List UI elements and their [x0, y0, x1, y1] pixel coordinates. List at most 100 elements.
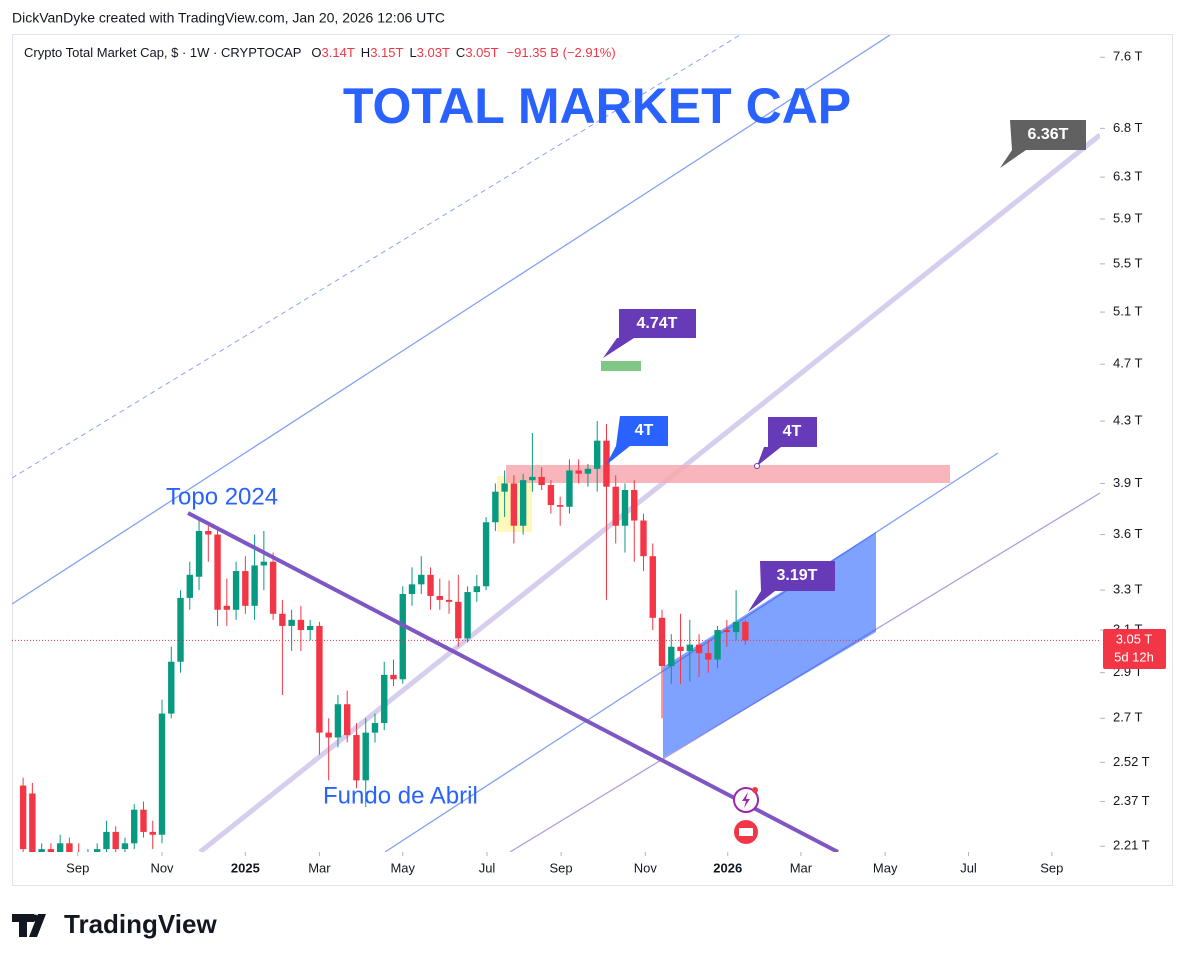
- candle-body: [714, 630, 721, 660]
- legend-change: −91.35 B (−2.91%): [507, 45, 616, 60]
- candle-body: [529, 476, 536, 481]
- callout-label: 4T: [783, 423, 802, 440]
- candle-body: [260, 561, 268, 566]
- legend-value: 3.05T: [465, 45, 498, 60]
- candle-body: [279, 613, 286, 626]
- y-tick-label: 4.3 T: [1113, 412, 1142, 427]
- candle-body: [668, 646, 675, 667]
- price-label-countdown: 5d 12h: [1114, 649, 1154, 664]
- legend-key: C: [456, 45, 465, 60]
- candle-body: [158, 713, 166, 835]
- candle-body: [186, 574, 193, 598]
- resistance-zone: [506, 465, 950, 483]
- candle-body: [464, 592, 471, 639]
- candle-body: [242, 571, 249, 606]
- candle-body: [140, 809, 147, 832]
- candle-body: [371, 723, 379, 733]
- y-tick-label: 3.6 T: [1113, 526, 1142, 541]
- candle-body: [316, 625, 323, 733]
- candle-body: [640, 520, 647, 557]
- price-label-value: 3.05 T: [1116, 631, 1153, 646]
- candle-body: [353, 735, 360, 781]
- event-icons: [733, 787, 759, 844]
- legend-key: O: [311, 45, 321, 60]
- candle-body: [612, 486, 619, 526]
- candle-body: [112, 831, 119, 850]
- candle-body: [29, 793, 36, 852]
- y-tick-label: 5.1 T: [1113, 304, 1142, 319]
- callout: 6.36T: [1000, 120, 1086, 168]
- candle-body: [362, 732, 369, 781]
- x-tick-label: Mar: [308, 860, 331, 875]
- candle-body: [427, 574, 434, 596]
- chart-title: TOTAL MARKET CAP: [343, 78, 851, 134]
- y-tick-label: 5.9 T: [1113, 210, 1142, 225]
- candle-body: [131, 809, 138, 844]
- y-tick-label: 7.6 T: [1113, 49, 1142, 64]
- legend-value: 3.15T: [370, 45, 403, 60]
- y-tick-label: 4.7 T: [1113, 356, 1142, 371]
- candle-body: [399, 594, 406, 680]
- candle-body: [214, 534, 221, 610]
- candle-body: [445, 599, 453, 602]
- callout: 4T: [754, 417, 817, 469]
- candle-body: [575, 470, 582, 474]
- candle-body: [251, 565, 258, 606]
- candle-body: [705, 653, 712, 660]
- legend-key: H: [361, 45, 370, 60]
- trend-line: [12, 35, 741, 479]
- x-tick-label: Nov: [150, 860, 174, 875]
- candle-body: [56, 843, 64, 852]
- y-tick-label: 3.3 T: [1113, 582, 1142, 597]
- candle-body: [473, 586, 481, 593]
- candle-body: [621, 490, 629, 526]
- candle-body: [103, 831, 110, 850]
- y-tick-label: 5.5 T: [1113, 255, 1142, 270]
- candle-body: [658, 617, 666, 667]
- x-tick-label: 2025: [231, 860, 260, 875]
- candle-body: [594, 440, 601, 469]
- candle-body: [177, 597, 184, 662]
- candle-body: [19, 785, 27, 850]
- downtrend-line: [187, 511, 839, 852]
- candle-body: [742, 621, 749, 641]
- annotation: Topo 2024: [166, 483, 278, 510]
- candle-body: [121, 843, 129, 850]
- y-tick-label: 6.8 T: [1113, 120, 1142, 135]
- candle-body: [631, 490, 638, 521]
- x-tick-label: May: [873, 860, 898, 875]
- candle-body: [584, 468, 592, 474]
- candle-body: [334, 704, 342, 738]
- legend: Crypto Total Market Cap, $ · 1W · CRYPTO…: [24, 45, 616, 60]
- candle-body: [723, 630, 731, 633]
- candle-body: [408, 584, 416, 595]
- callout-label: 6.36T: [1028, 126, 1069, 143]
- candle-body: [343, 704, 351, 736]
- x-tick-label: Mar: [790, 860, 813, 875]
- symbol: Crypto Total Market Cap, $ · 1W · CRYPTO…: [24, 45, 301, 60]
- candle-body: [556, 505, 564, 507]
- candle-body: [482, 522, 490, 587]
- candle-body: [205, 531, 212, 535]
- candle-body: [492, 491, 499, 523]
- candle-body: [519, 480, 527, 526]
- legend-key: L: [409, 45, 416, 60]
- target-zone: [601, 361, 641, 371]
- y-tick-label: 2.52 T: [1113, 754, 1150, 769]
- x-tick-label: Jul: [960, 860, 977, 875]
- callout-label: 4.74T: [637, 315, 678, 332]
- x-tick-label: Jul: [479, 860, 496, 875]
- candle-body: [695, 644, 703, 654]
- legend-value: 3.14T: [322, 45, 355, 60]
- candle-body: [232, 571, 240, 610]
- candle-body: [510, 483, 518, 526]
- callout: 4T: [606, 416, 668, 465]
- candle-body: [93, 849, 101, 852]
- candle-body: [306, 625, 314, 631]
- callout-label: 4T: [635, 422, 654, 439]
- candle-body: [649, 556, 656, 618]
- candle-body: [297, 619, 305, 631]
- candle-body: [686, 644, 694, 651]
- candle-body: [47, 849, 55, 852]
